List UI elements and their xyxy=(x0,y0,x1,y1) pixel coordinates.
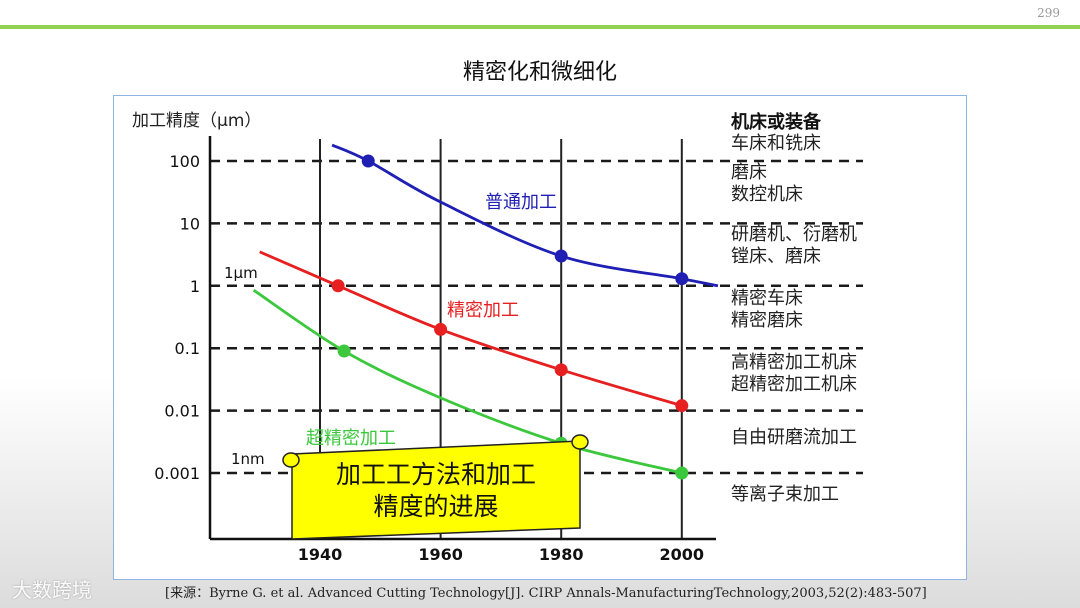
equipment-label: 精密车床 xyxy=(731,288,803,309)
y-tick-label: 100 xyxy=(169,152,200,171)
equipment-label: 等离子束加工 xyxy=(731,484,839,505)
series-line xyxy=(259,250,683,408)
equipment-label: 超精密加工机床 xyxy=(731,374,857,395)
x-tick-label: 1940 xyxy=(298,545,343,564)
chart-svg: 100 10 1 0.1 0.01 0.001 1940 1960 1980 2000 加工精度（μ… xyxy=(132,111,863,564)
y-tick-label: 10 xyxy=(180,214,200,233)
y-axis-label: 加工精度（μm） xyxy=(132,111,261,131)
series-line xyxy=(331,143,719,288)
data-point xyxy=(361,154,375,168)
y-tick-label: 0.001 xyxy=(154,464,200,483)
data-point xyxy=(337,344,351,358)
right-header: 机床或装备 xyxy=(731,111,822,133)
equipment-label: 镗床、磨床 xyxy=(731,246,821,267)
equipment-label: 高精密加工机床 xyxy=(731,352,857,373)
equipment-label: 磨床 xyxy=(731,162,767,183)
x-tick-label: 1960 xyxy=(418,545,463,564)
source-citation: [来源：Byrne G. et al. Advanced Cutting Tec… xyxy=(165,586,927,601)
equipment-label: 精密磨床 xyxy=(731,310,803,331)
y-tick-label: 0.1 xyxy=(175,339,200,358)
series-line xyxy=(252,289,683,475)
data-point xyxy=(675,272,689,286)
page-number: 299 xyxy=(1037,6,1060,20)
y-tick-label: 1 xyxy=(190,277,200,296)
x-tick-label: 1980 xyxy=(539,545,584,564)
data-point xyxy=(434,322,448,336)
data-point xyxy=(554,363,568,377)
x-tick-label: 2000 xyxy=(660,545,705,564)
equipment-label: 车床和铣床 xyxy=(731,133,821,154)
chart-figure: 100 10 1 0.1 0.01 0.001 1940 1960 1980 2000 加工精度（μ… xyxy=(113,95,967,580)
y-tick-label: 0.01 xyxy=(164,402,200,421)
equipment-label: 研磨机、衍磨机 xyxy=(731,224,857,245)
scroll-roll-right xyxy=(571,434,589,450)
annotation-1nm: 1nm xyxy=(231,450,265,468)
equipment-label: 数控机床 xyxy=(731,184,803,205)
series-label: 超精密加工 xyxy=(306,428,396,449)
data-point xyxy=(554,249,568,263)
scroll-banner xyxy=(291,440,581,540)
scroll-text-line1: 加工工方法和加工 xyxy=(336,460,536,489)
data-point xyxy=(675,399,689,413)
annotation-1um: 1μm xyxy=(224,264,258,282)
data-point xyxy=(331,279,345,293)
series-label: 精密加工 xyxy=(447,300,519,321)
series-label: 普通加工 xyxy=(485,192,557,213)
watermark-logo: 大数跨境 xyxy=(12,578,92,602)
slide-title: 精密化和微细化 xyxy=(462,60,617,85)
equipment-label: 自由研磨流加工 xyxy=(731,427,857,448)
scroll-text-line2: 精度的进展 xyxy=(373,492,498,521)
scroll-roll-left xyxy=(282,452,300,468)
data-point xyxy=(675,466,689,480)
header-rule xyxy=(0,25,1080,29)
